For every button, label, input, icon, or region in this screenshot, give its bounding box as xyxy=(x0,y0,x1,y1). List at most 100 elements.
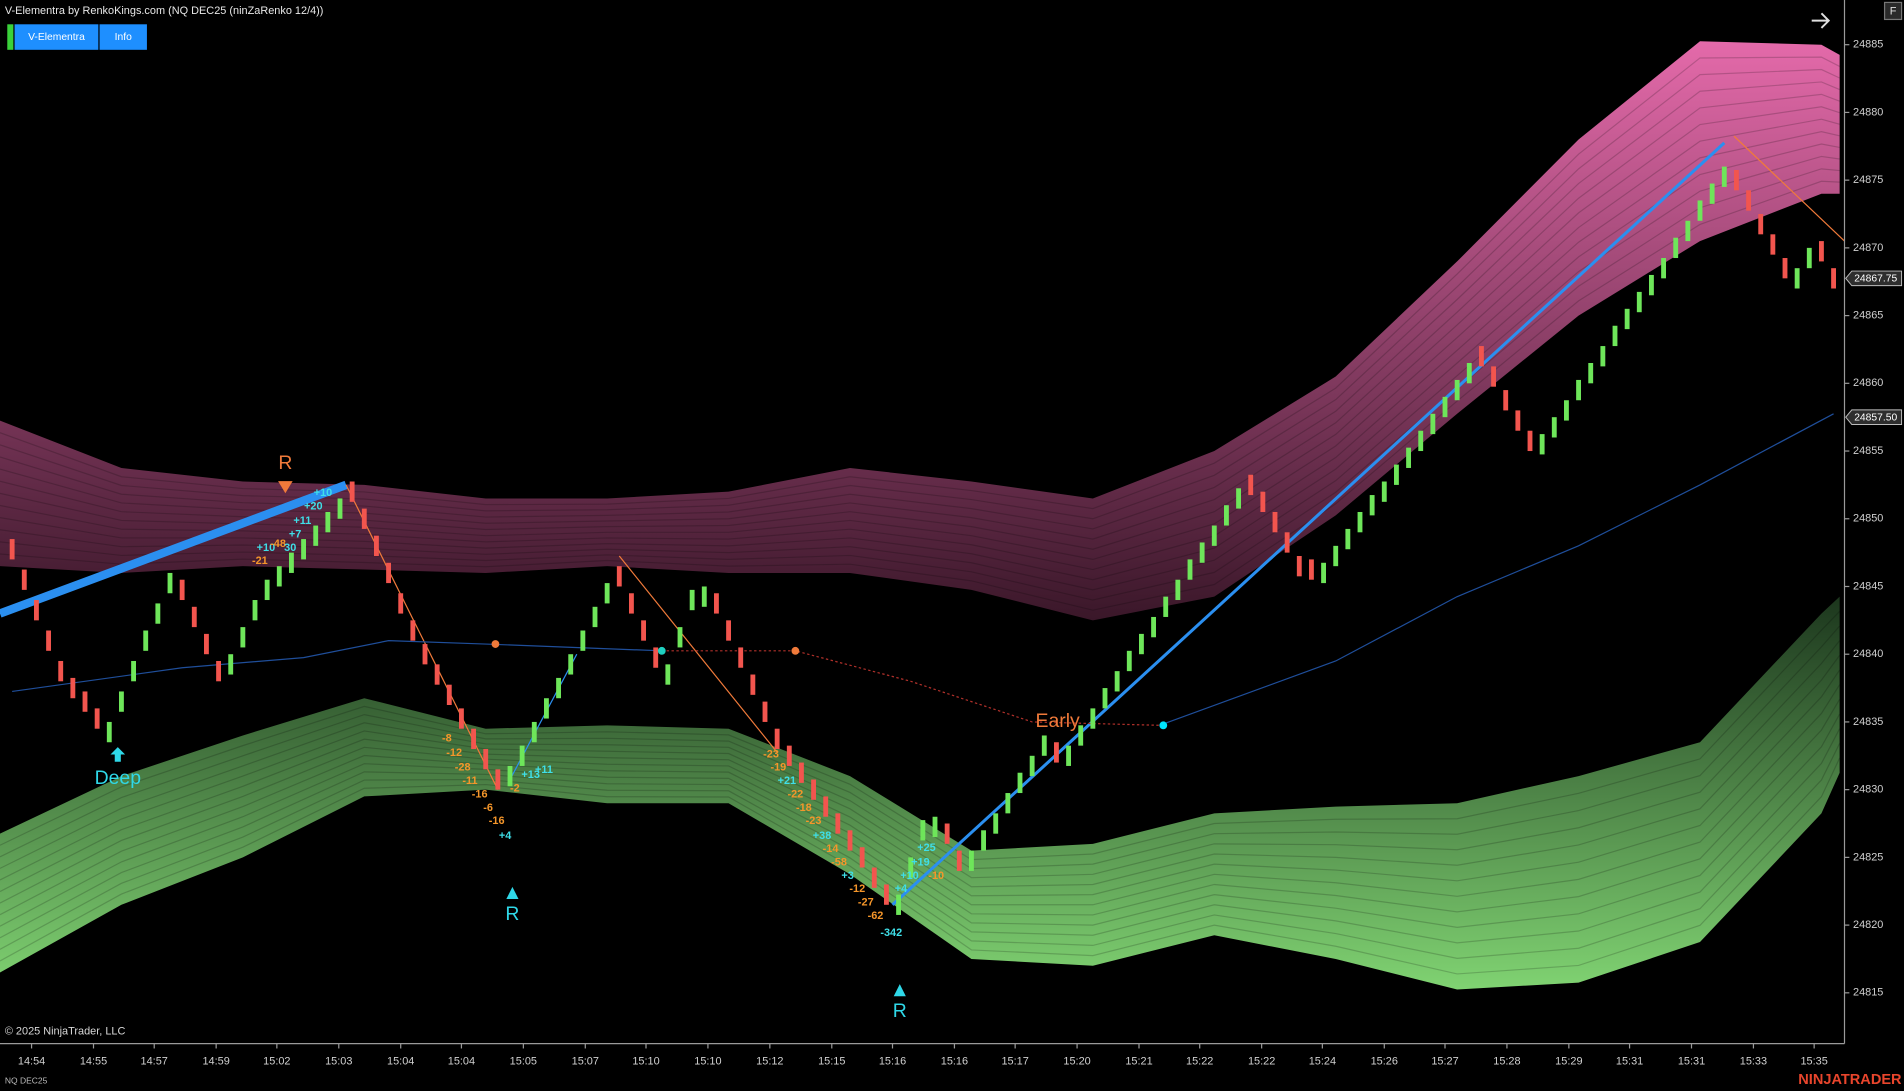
down-bar xyxy=(46,630,51,651)
x-tick-label: 15:20 xyxy=(1063,1056,1090,1068)
y-tick-label: 24840 xyxy=(1853,648,1883,660)
up-bar xyxy=(1369,495,1375,516)
x-tick-label: 14:55 xyxy=(80,1056,107,1068)
up-bar xyxy=(592,606,598,628)
price-marker xyxy=(1845,270,1903,287)
up-bar xyxy=(689,589,695,611)
annotation: +4 xyxy=(499,830,512,842)
down-bar xyxy=(1054,742,1059,763)
x-tick-label: 15:07 xyxy=(572,1056,599,1068)
annotation: R xyxy=(505,903,519,925)
signal-dot xyxy=(491,640,500,648)
down-bar xyxy=(459,708,464,729)
down-bar xyxy=(1782,258,1788,279)
price-marker-label: 24857.50 xyxy=(1854,413,1897,424)
annotation: -58 xyxy=(831,856,847,868)
corner-button-label[interactable]: F xyxy=(1890,5,1897,17)
annotation: Deep xyxy=(95,767,141,789)
down-bar xyxy=(446,684,452,706)
up-bar xyxy=(1588,362,1594,384)
up-bar xyxy=(544,698,549,719)
y-tick-label: 24860 xyxy=(1853,377,1883,389)
up-bar xyxy=(1151,616,1156,638)
down-bar xyxy=(471,728,476,750)
down-bar xyxy=(847,830,853,851)
x-tick-label: 14:59 xyxy=(202,1056,229,1068)
annotation: -16 xyxy=(472,788,488,800)
corner-button[interactable] xyxy=(1883,1,1903,21)
x-tick-label: 15:24 xyxy=(1309,1056,1336,1068)
up-bar xyxy=(981,830,986,851)
down-bar xyxy=(386,562,391,584)
up-bar xyxy=(1005,793,1011,814)
down-bar xyxy=(774,728,780,750)
up-bar xyxy=(1139,633,1144,655)
up-bar xyxy=(325,511,331,533)
band-layer-line xyxy=(0,155,1840,591)
up-bar xyxy=(276,566,282,587)
down-bar xyxy=(641,620,646,641)
up-bar xyxy=(1661,258,1666,279)
band-layer-line xyxy=(0,640,1841,879)
up-bar xyxy=(143,630,149,651)
indicator-line xyxy=(0,480,348,618)
annotation: +7 xyxy=(289,528,301,540)
x-tick-label: 15:27 xyxy=(1431,1056,1458,1068)
down-bar xyxy=(944,823,950,844)
x-tick-label: 15:02 xyxy=(263,1056,290,1068)
band-layer-line xyxy=(0,143,1840,581)
up-bar xyxy=(1199,542,1205,563)
nav-arrow[interactable] xyxy=(1811,12,1831,29)
down-bar xyxy=(1527,430,1533,452)
up-bar xyxy=(131,660,136,682)
down-bar xyxy=(714,593,719,614)
up-bar xyxy=(301,539,306,560)
annotation: R xyxy=(278,452,292,474)
band-layer-line xyxy=(0,180,1840,611)
indicator-line xyxy=(618,555,778,753)
up-bar xyxy=(1649,274,1654,296)
band-layer-line xyxy=(0,130,1840,571)
x-tick-label: 15:26 xyxy=(1371,1056,1398,1068)
annotation: +38 xyxy=(813,830,832,842)
instrument-label: NQ DEC25 xyxy=(5,1076,48,1086)
annotation: R xyxy=(893,1000,907,1022)
annotation: -342 xyxy=(880,927,902,939)
down-bar xyxy=(1260,491,1266,512)
up-bar xyxy=(1187,559,1193,580)
up-bar xyxy=(665,664,671,685)
down-bar xyxy=(726,620,731,641)
down-bar xyxy=(361,508,367,529)
annotation: -12 xyxy=(849,883,865,895)
down-bar xyxy=(823,796,829,817)
annotation: +20 xyxy=(304,501,323,513)
annotation: +25 xyxy=(917,842,936,854)
up-bar xyxy=(1721,166,1727,187)
band-layer-line xyxy=(0,743,1841,960)
up-bar xyxy=(531,721,537,743)
button-label[interactable]: V-Elementra xyxy=(28,32,85,43)
up-bar xyxy=(1406,447,1411,468)
y-tick-label: 24865 xyxy=(1853,309,1883,321)
annotation: +21 xyxy=(778,775,797,787)
down-bar xyxy=(349,481,355,502)
button[interactable] xyxy=(14,24,99,50)
up-bar xyxy=(1466,362,1472,384)
down-bar xyxy=(434,664,440,685)
up-bar xyxy=(580,630,586,651)
button-label[interactable]: Info xyxy=(115,32,132,43)
down-bar xyxy=(629,593,634,614)
annotation: -48 xyxy=(270,538,286,550)
button[interactable] xyxy=(99,24,147,50)
indicator-line xyxy=(1159,413,1834,726)
price-marker xyxy=(1845,409,1903,425)
down-bar xyxy=(410,620,416,641)
up-bar xyxy=(1357,511,1363,533)
up-bar xyxy=(1806,247,1812,269)
down-bar xyxy=(738,647,744,668)
band-layer-line xyxy=(0,106,1840,550)
up-bar xyxy=(289,552,294,573)
down-bar xyxy=(835,813,841,834)
